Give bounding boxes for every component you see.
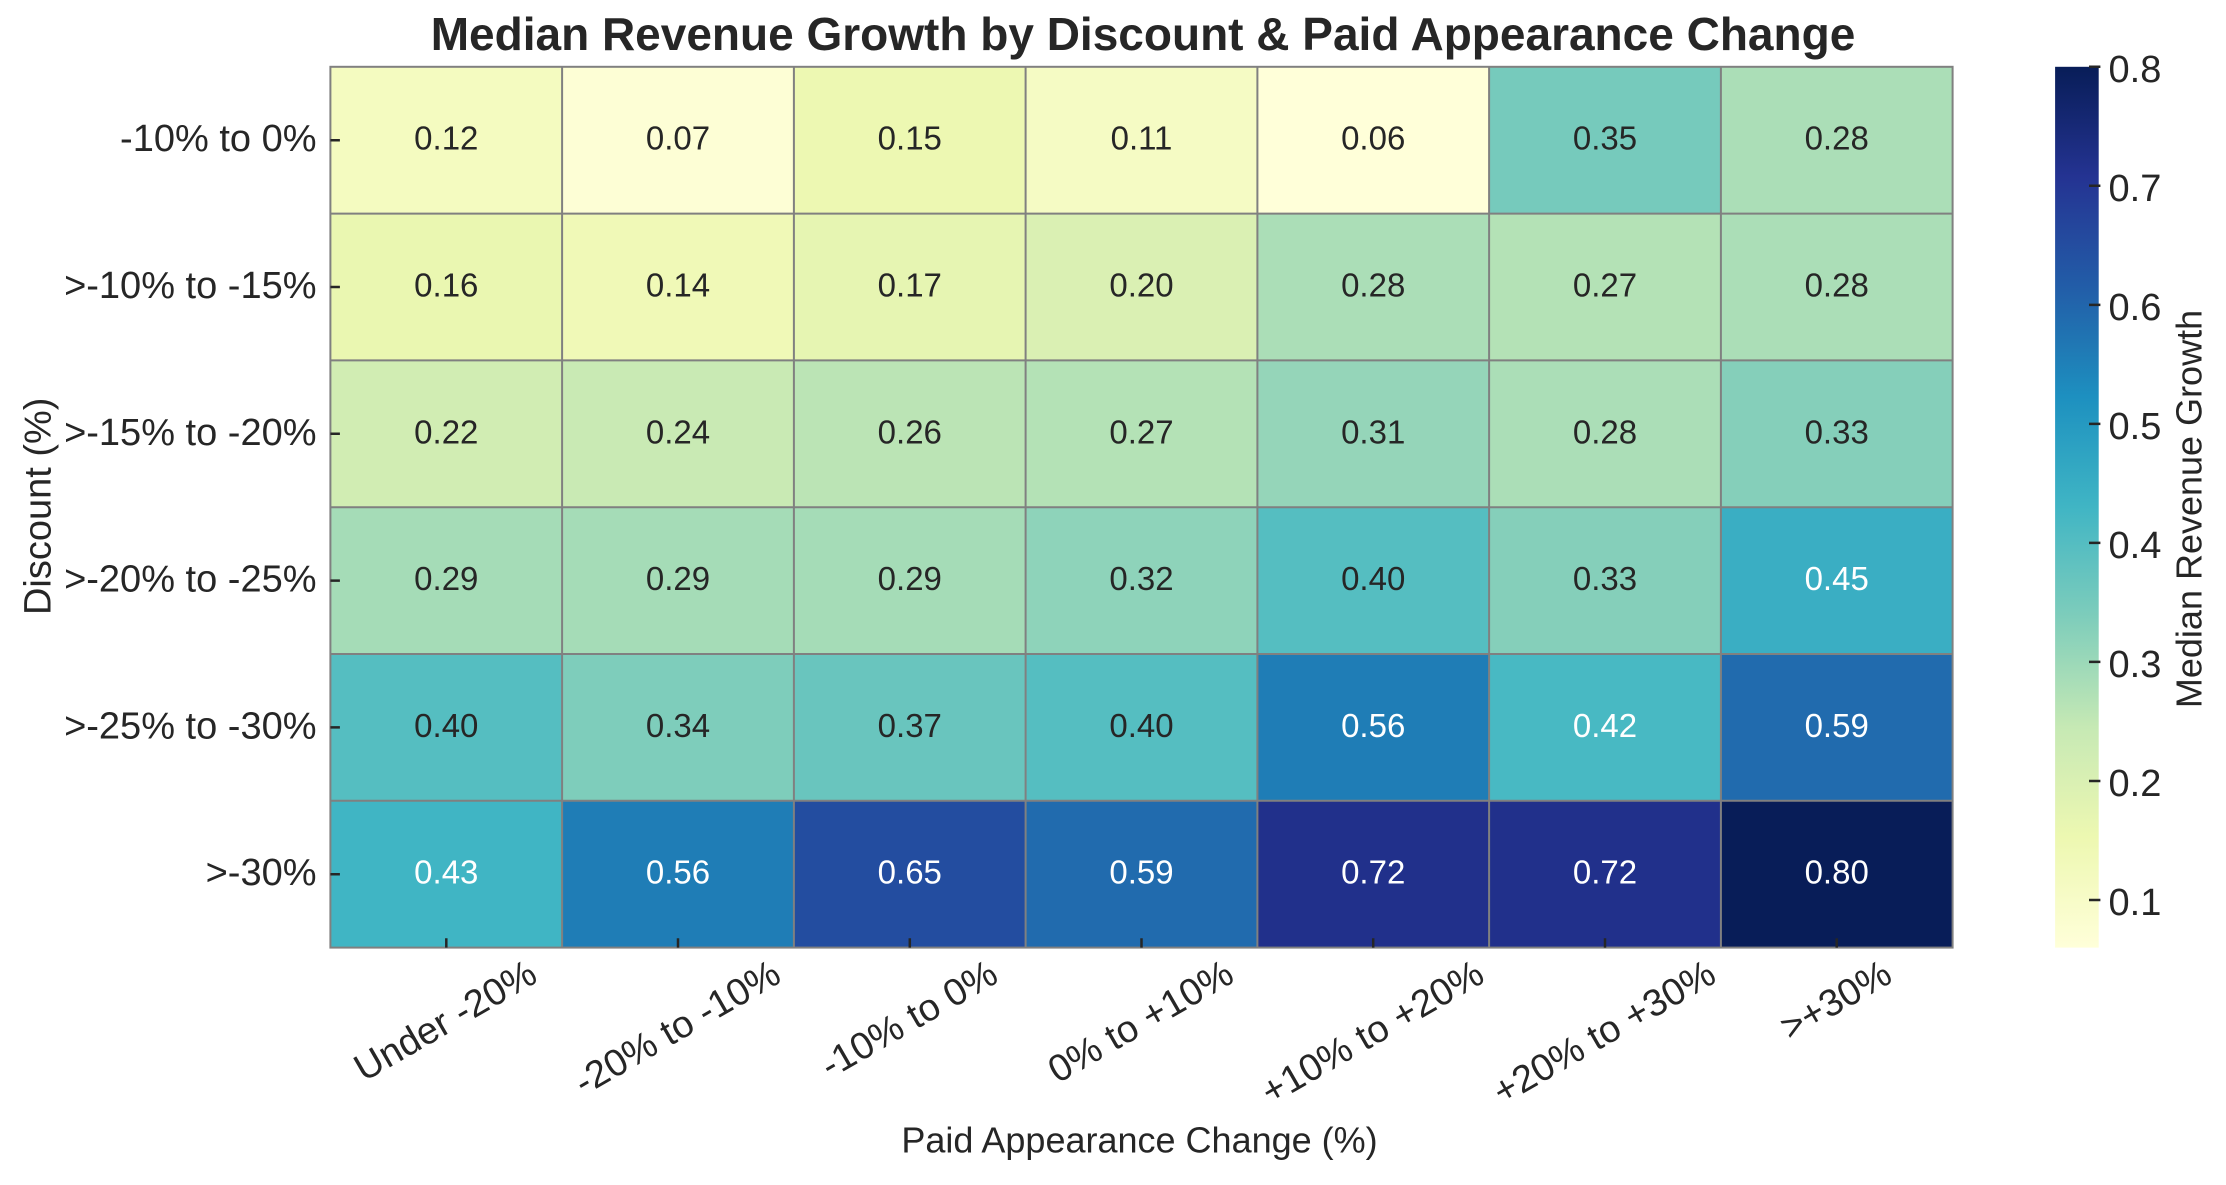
svg-text:0.8: 0.8 [2109,49,2162,91]
svg-text:0.24: 0.24 [646,413,710,450]
svg-text:0.15: 0.15 [878,120,942,157]
svg-text:0.28: 0.28 [1341,267,1405,304]
svg-text:0.31: 0.31 [1341,413,1405,450]
svg-text:0.35: 0.35 [1573,120,1637,157]
svg-text:0.33: 0.33 [1573,560,1637,597]
svg-text:0.27: 0.27 [1109,413,1173,450]
svg-text:0.43: 0.43 [414,854,478,891]
svg-text:0.1: 0.1 [2109,882,2162,924]
svg-text:0.33: 0.33 [1805,413,1869,450]
svg-text:0.6: 0.6 [2109,287,2162,329]
svg-text:0.28: 0.28 [1573,413,1637,450]
svg-text:0.28: 0.28 [1805,120,1869,157]
svg-text:0.40: 0.40 [1109,707,1173,744]
svg-text:>-10% to -15%: >-10% to -15% [64,265,316,307]
svg-text:0.72: 0.72 [1573,854,1637,891]
svg-text:Discount (%): Discount (%) [18,398,60,616]
svg-text:0.27: 0.27 [1573,267,1637,304]
svg-text:Median Revenue Growth by Disco: Median Revenue Growth by Discount & Paid… [431,8,1856,60]
svg-text:0.17: 0.17 [878,267,942,304]
svg-text:0.40: 0.40 [414,707,478,744]
svg-text:0.72: 0.72 [1341,854,1405,891]
svg-text:0.40: 0.40 [1341,560,1405,597]
svg-text:0.59: 0.59 [1109,854,1173,891]
svg-text:0.28: 0.28 [1805,267,1869,304]
svg-text:0.12: 0.12 [414,120,478,157]
svg-text:-10% to 0%: -10% to 0% [120,118,316,160]
svg-text:0.45: 0.45 [1805,560,1869,597]
svg-text:0.07: 0.07 [646,120,710,157]
svg-text:0.2: 0.2 [2109,763,2162,805]
svg-text:0.80: 0.80 [1805,854,1869,891]
svg-text:0.16: 0.16 [414,267,478,304]
svg-text:0.20: 0.20 [1109,267,1173,304]
svg-text:Paid Appearance Change (%): Paid Appearance Change (%) [901,1119,1377,1160]
svg-text:>-25% to -30%: >-25% to -30% [64,705,316,747]
svg-text:>-20% to -25%: >-20% to -25% [64,559,316,601]
svg-text:0.34: 0.34 [646,707,710,744]
svg-text:0.4: 0.4 [2109,525,2162,567]
svg-text:0.3: 0.3 [2109,644,2162,686]
svg-text:0.22: 0.22 [414,413,478,450]
svg-text:0.26: 0.26 [878,413,942,450]
svg-text:0.29: 0.29 [646,560,710,597]
svg-text:0.5: 0.5 [2109,406,2162,448]
svg-text:0.29: 0.29 [878,560,942,597]
svg-text:0.42: 0.42 [1573,707,1637,744]
svg-text:0.56: 0.56 [1341,707,1405,744]
svg-text:0.29: 0.29 [414,560,478,597]
svg-text:0.32: 0.32 [1109,560,1173,597]
svg-text:0.56: 0.56 [646,854,710,891]
svg-text:0.14: 0.14 [646,267,710,304]
svg-text:0.06: 0.06 [1341,120,1405,157]
svg-text:0.59: 0.59 [1805,707,1869,744]
svg-text:0.65: 0.65 [878,854,942,891]
svg-text:Median Revenue Growth: Median Revenue Growth [2169,310,2210,708]
svg-text:>-15% to -20%: >-15% to -20% [64,412,316,454]
svg-text:0.11: 0.11 [1111,120,1173,157]
svg-text:0.37: 0.37 [878,707,942,744]
svg-text:>-30%: >-30% [206,852,317,894]
svg-text:0.7: 0.7 [2109,168,2162,210]
